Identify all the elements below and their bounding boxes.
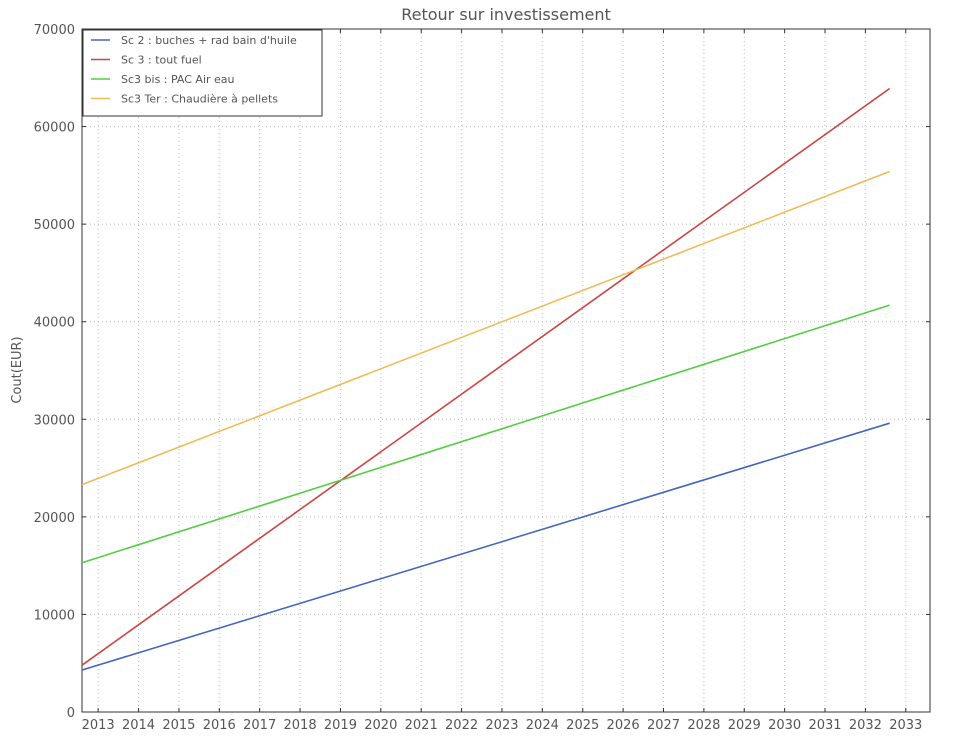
- legend-entry: Sc 2 : buches + rad bain d'huile: [121, 34, 297, 47]
- series-line-4: [81, 170, 890, 486]
- chart-title: Retour sur investissement: [401, 5, 611, 24]
- x-tick-label: 2024: [526, 718, 559, 733]
- y-tick-label: 20000: [34, 511, 75, 526]
- legend-entry: Sc3 bis : PAC Air eau: [121, 73, 235, 86]
- x-tick-label: 2021: [405, 718, 438, 733]
- plot-area: [81, 28, 931, 713]
- x-tick-label: 2026: [607, 718, 640, 733]
- x-tick-label: 2028: [687, 718, 720, 733]
- x-tick-label: 2027: [647, 718, 680, 733]
- y-tick-label: 10000: [34, 608, 75, 623]
- x-tick-label: 2023: [485, 718, 518, 733]
- x-tick-label: 2025: [566, 718, 599, 733]
- series-line-1: [81, 422, 890, 671]
- x-tick-label: 2031: [808, 718, 841, 733]
- y-tick-label: 50000: [34, 218, 75, 233]
- series-line-3: [81, 304, 890, 564]
- x-tick-label: 2019: [324, 718, 357, 733]
- x-tick-label: 2029: [728, 718, 761, 733]
- x-tick-label: 2020: [364, 718, 397, 733]
- grid-lines: [82, 28, 930, 713]
- x-tick-label: 2022: [445, 718, 478, 733]
- x-tick-label: 2017: [243, 718, 276, 733]
- y-tick-label: 40000: [34, 316, 75, 331]
- legend-entry: Sc 3 : tout fuel: [121, 54, 202, 67]
- series-lines: [81, 87, 891, 671]
- legend-box: [82, 29, 323, 117]
- legend: Sc 2 : buches + rad bain d'huile Sc 3 : t…: [82, 29, 323, 117]
- x-tick-label: 2015: [162, 718, 195, 733]
- x-tick-label: 2030: [768, 718, 801, 733]
- legend-entry: Sc3 Ter : Chaudière à pellets: [121, 93, 278, 106]
- x-tick-label: 2018: [284, 718, 317, 733]
- y-axis-label: Cout(EUR): [10, 336, 25, 403]
- y-tick-label: 30000: [34, 413, 75, 428]
- x-tick-label: 2032: [849, 718, 882, 733]
- x-tick-label: 2016: [203, 718, 236, 733]
- x-tick-label: 2014: [122, 718, 155, 733]
- series-line-2: [81, 87, 891, 666]
- y-tick-label: 60000: [34, 121, 75, 136]
- axis-ticks: 2013 2014 2015 2016 2017 2018 2019 2020 2021 2022…: [34, 23, 930, 733]
- y-tick-label: 70000: [34, 23, 75, 38]
- y-tick-label: 0: [67, 706, 75, 721]
- x-tick-label: 2013: [82, 718, 115, 733]
- x-tick-label: 2033: [889, 718, 922, 733]
